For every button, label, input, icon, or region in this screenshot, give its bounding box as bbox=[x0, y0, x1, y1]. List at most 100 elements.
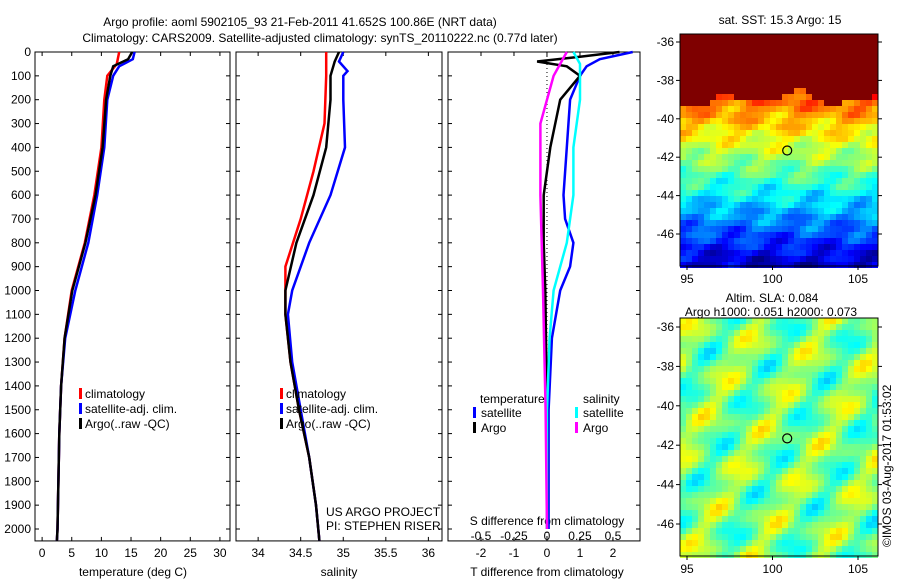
panel-1-frame bbox=[235, 51, 443, 542]
map-cell bbox=[734, 238, 740, 244]
map-cell bbox=[812, 318, 818, 324]
map-cell bbox=[830, 226, 836, 232]
map-cell bbox=[680, 118, 686, 124]
map-cell bbox=[692, 438, 698, 444]
map-cell bbox=[866, 70, 872, 76]
map-cell bbox=[848, 46, 854, 52]
map-cell bbox=[740, 402, 746, 408]
map-cell bbox=[794, 190, 800, 196]
map-cell bbox=[830, 552, 836, 558]
map-y-tick-label: -36 bbox=[657, 320, 675, 334]
y-tick-label: 500 bbox=[11, 164, 31, 178]
map-cell bbox=[872, 76, 878, 82]
map-cell bbox=[848, 360, 854, 366]
map-cell bbox=[728, 456, 734, 462]
map-cell bbox=[794, 106, 800, 112]
map-cell bbox=[866, 262, 872, 268]
map-cell bbox=[812, 250, 818, 256]
map-cell bbox=[752, 244, 758, 250]
map-cell bbox=[818, 52, 824, 58]
map-cell bbox=[848, 402, 854, 408]
map-cell bbox=[728, 106, 734, 112]
map-cell bbox=[860, 450, 866, 456]
map-cell bbox=[788, 196, 794, 202]
map-cell bbox=[686, 348, 692, 354]
map-cell bbox=[776, 414, 782, 420]
map-cell bbox=[788, 142, 794, 148]
map-cell bbox=[824, 504, 830, 510]
map-cell bbox=[716, 112, 722, 118]
map-cell bbox=[764, 378, 770, 384]
map-cell bbox=[866, 166, 872, 172]
map-cell bbox=[728, 468, 734, 474]
map-cell bbox=[692, 124, 698, 130]
map-cell bbox=[860, 214, 866, 220]
map-cell bbox=[830, 40, 836, 46]
map-cell bbox=[806, 142, 812, 148]
map-cell bbox=[872, 384, 878, 390]
map-cell bbox=[716, 420, 722, 426]
map-cell bbox=[776, 94, 782, 100]
map-cell bbox=[794, 402, 800, 408]
map-cell bbox=[854, 142, 860, 148]
map-cell bbox=[782, 468, 788, 474]
map-cell bbox=[752, 510, 758, 516]
map-cell bbox=[704, 100, 710, 106]
map-cell bbox=[764, 450, 770, 456]
map-cell bbox=[782, 336, 788, 342]
map-cell bbox=[710, 528, 716, 534]
map-cell bbox=[776, 244, 782, 250]
map-cell bbox=[692, 474, 698, 480]
map-cell bbox=[752, 342, 758, 348]
map-cell bbox=[818, 118, 824, 124]
map-cell bbox=[848, 82, 854, 88]
map-cell bbox=[746, 384, 752, 390]
map-cell bbox=[740, 262, 746, 268]
map-cell bbox=[788, 100, 794, 106]
map-cell bbox=[836, 438, 842, 444]
map-cell bbox=[872, 408, 878, 414]
legend-title: temperature bbox=[480, 392, 545, 406]
map-cell bbox=[752, 402, 758, 408]
map-cell bbox=[746, 118, 752, 124]
map-cell bbox=[860, 250, 866, 256]
map-cell bbox=[842, 160, 848, 166]
map-cell bbox=[872, 336, 878, 342]
map-cell bbox=[692, 378, 698, 384]
map-cell bbox=[854, 378, 860, 384]
map-cell bbox=[722, 420, 728, 426]
map-cell bbox=[752, 468, 758, 474]
map-cell bbox=[764, 498, 770, 504]
legend-swatch bbox=[473, 422, 476, 433]
map-cell bbox=[746, 492, 752, 498]
map-cell bbox=[860, 34, 866, 40]
map-cell bbox=[830, 378, 836, 384]
map-cell bbox=[866, 408, 872, 414]
map-cell bbox=[812, 324, 818, 330]
map-cell bbox=[776, 238, 782, 244]
map-cell bbox=[854, 486, 860, 492]
map-cell bbox=[698, 124, 704, 130]
series-satellite bbox=[55, 51, 136, 541]
map-cell bbox=[776, 348, 782, 354]
map-cell bbox=[866, 238, 872, 244]
map-cell bbox=[788, 166, 794, 172]
map-cell bbox=[746, 46, 752, 52]
map-cell bbox=[680, 390, 686, 396]
map-cell bbox=[794, 112, 800, 118]
map-cell bbox=[686, 552, 692, 558]
map-cell bbox=[836, 408, 842, 414]
map-cell bbox=[740, 88, 746, 94]
map-cell bbox=[722, 202, 728, 208]
map-cell bbox=[728, 46, 734, 52]
map-cell bbox=[770, 408, 776, 414]
map-cell bbox=[746, 208, 752, 214]
map-cell bbox=[812, 220, 818, 226]
map-cell bbox=[860, 184, 866, 190]
legend-label: climatology bbox=[286, 387, 346, 401]
map-cell bbox=[866, 528, 872, 534]
map-cell bbox=[818, 540, 824, 546]
map-cell bbox=[800, 34, 806, 40]
map-cell bbox=[764, 456, 770, 462]
map-cell bbox=[698, 142, 704, 148]
